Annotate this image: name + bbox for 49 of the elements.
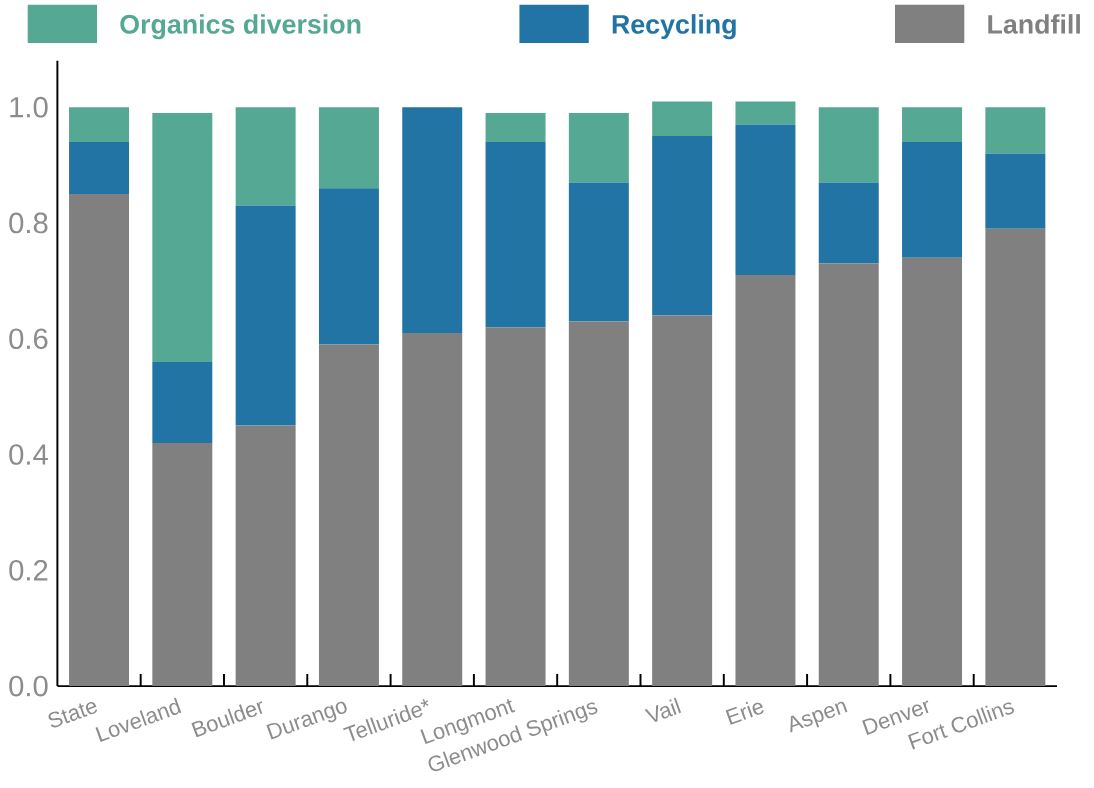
y-tick-label: 0.4 [9,444,48,465]
legend-label: Recycling [612,14,736,40]
bar [985,107,1046,154]
x-tick-label: Aspen [790,701,848,733]
bar [69,141,130,194]
bar [152,442,213,687]
y-tick-label: 0.2 [9,559,48,581]
x-tick-label: Boulder [191,701,263,738]
bar [235,107,296,206]
bar [818,182,879,264]
x-tick-label: Vail [644,697,682,722]
bar [735,101,796,125]
bar [818,107,879,183]
y-tick-label: 0.8 [9,212,48,234]
bar [485,327,546,687]
bar [318,107,379,189]
bar [318,188,379,345]
legend-label: Organics diversion [120,14,361,40]
bar [402,332,463,687]
bar [318,344,379,687]
bar [69,194,130,687]
bar [485,141,546,328]
bar [69,107,130,142]
bar [735,124,796,276]
bar [152,112,213,362]
y-tick-label: 1.0 [10,96,48,118]
bar [568,321,629,687]
bar [902,257,963,687]
y-tick-label: 0.6 [9,328,48,350]
x-tick-label: State [48,702,98,728]
bar [985,153,1046,229]
y-tick-label: 0.0 [9,675,48,697]
bar [902,141,963,258]
x-tick-label: Erie [725,701,764,725]
bar [568,112,629,183]
legend-label: Landfill [988,14,1080,34]
bar [652,101,713,137]
bar [235,205,296,426]
bar [902,107,963,142]
bar [568,182,629,322]
bar [652,315,713,687]
bar [402,107,463,333]
bar [985,228,1046,687]
bar [235,425,296,687]
bar [818,263,879,687]
bar [652,136,713,316]
bar [152,361,213,443]
bar [485,112,546,142]
bar [735,275,796,687]
